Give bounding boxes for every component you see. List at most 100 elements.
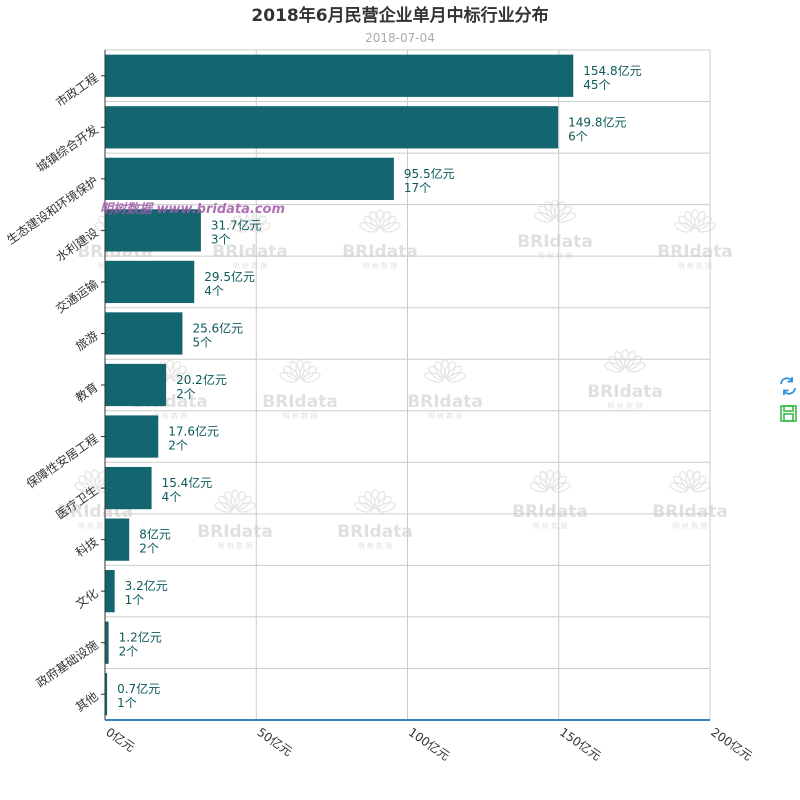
value-label: 154.8亿元 [583,63,641,78]
count-label: 2个 [168,439,188,453]
bar-2[interactable] [105,106,559,149]
count-label: 1个 [125,593,145,607]
watermark-logo-sub: 明 树 数 据 [678,261,713,270]
bar-13[interactable] [105,673,108,716]
watermark-leaf [375,209,385,229]
watermark-leaf [229,222,248,233]
bar-1[interactable] [105,54,574,97]
bar-8[interactable] [105,415,159,458]
watermark-logo-text: BRIdata [652,502,728,522]
watermark-logo-sub: 明 树 数 据 [538,251,573,260]
value-label: 8亿元 [139,527,171,542]
bar-10[interactable] [105,518,130,561]
count-label: 2个 [176,387,196,401]
watermark-leaf [239,211,251,229]
watermark-leaf [446,365,462,381]
watermark-logo-text: BRIdata [337,522,413,542]
watermark-leaf [440,359,450,379]
bar-6[interactable] [105,312,183,355]
refresh-button[interactable] [780,377,796,395]
bar-12[interactable] [105,621,109,664]
bar-3[interactable] [105,157,394,200]
watermark-leaf [218,495,234,511]
category-label: 城镇综合开发 [33,121,101,175]
watermark-leaf [674,222,693,233]
watermark-leaf [691,475,707,491]
watermark-leaf [669,482,688,493]
watermark-logo-sub: 明 树 数 据 [533,521,568,530]
bar-5[interactable] [105,260,195,304]
watermark-logo-sub: 明 树 数 据 [608,401,643,410]
bar-4[interactable] [105,209,201,252]
watermark-leaf [697,222,716,233]
watermark-leaf [369,211,381,229]
watermark-leaf [169,361,181,379]
count-label: 3个 [211,232,231,246]
category-label: 其他 [73,689,101,714]
x-tick-label: 50亿元 [255,724,296,759]
watermark-leaf [689,471,701,489]
watermark-leaf [538,205,554,221]
watermark-leaf [234,491,246,509]
watermark-leaf [673,475,689,491]
watermark-logo-text: BRIdata [262,392,338,412]
refresh-icon [780,377,796,395]
watermark-leaf [245,209,255,229]
watermark-leaf [379,211,391,229]
watermark-leaf [299,361,311,379]
watermark-leaf [608,355,624,371]
value-label: 17.6亿元 [168,424,219,439]
watermark-leaf [533,475,549,491]
count-label: 4个 [204,284,224,298]
bar-11[interactable] [105,570,115,613]
value-label: 95.5亿元 [404,166,455,181]
watermark-leaf [283,365,299,381]
category-label: 科技 [73,535,101,560]
watermark-logo-sub: 明 树 数 据 [363,261,398,270]
watermark-leaf [529,482,548,493]
watermark-leaf [685,469,695,489]
chart-title: 2018年6月民营企业单月中标行业分布 [251,5,548,26]
watermark-leaf [382,222,401,233]
watermark-leaf [627,362,646,373]
watermark-logo-text: BRIdata [197,522,273,542]
watermark-leaf [690,209,700,229]
watermark-leaf [381,215,397,231]
category-label: 政府基础设施 [33,637,101,691]
x-tick-label: 0亿元 [103,724,138,754]
watermark-logo-sub: 明 树 数 据 [233,261,268,270]
watermark-leaf [354,502,373,513]
watermark-leaf [447,372,466,383]
watermark-leaf [544,201,556,219]
category-label: 市政工程 [53,70,101,110]
watermark-leaf [551,475,567,491]
watermark-leaf [358,495,374,511]
bar-9[interactable] [105,466,152,510]
watermark-leaf [236,495,252,511]
watermark-leaf [84,471,96,489]
watermark-leaf [363,215,379,231]
category-label: 文化 [72,585,100,611]
watermark-leaf [552,482,571,493]
watermark-leaf [614,351,626,369]
watermark-leaf [444,361,456,379]
save-image-button[interactable] [780,405,797,422]
watermark-logo-sub: 明 树 数 据 [283,411,318,420]
watermark-leaf [74,482,93,493]
watermark-logo-sub: 明 树 数 据 [428,411,463,420]
value-label: 0.7亿元 [117,681,160,696]
x-tick-label: 200亿元 [708,724,755,763]
category-label: 保障性安居工程 [23,431,100,491]
watermark-leaf [364,491,376,509]
bar-7[interactable] [105,363,167,407]
watermark-leaf [289,361,301,379]
watermark-leaf [428,365,444,381]
watermark-logo-sub: 明 树 数 据 [358,541,393,550]
watermark-leaf [684,211,696,229]
watermark-leaf [554,201,566,219]
